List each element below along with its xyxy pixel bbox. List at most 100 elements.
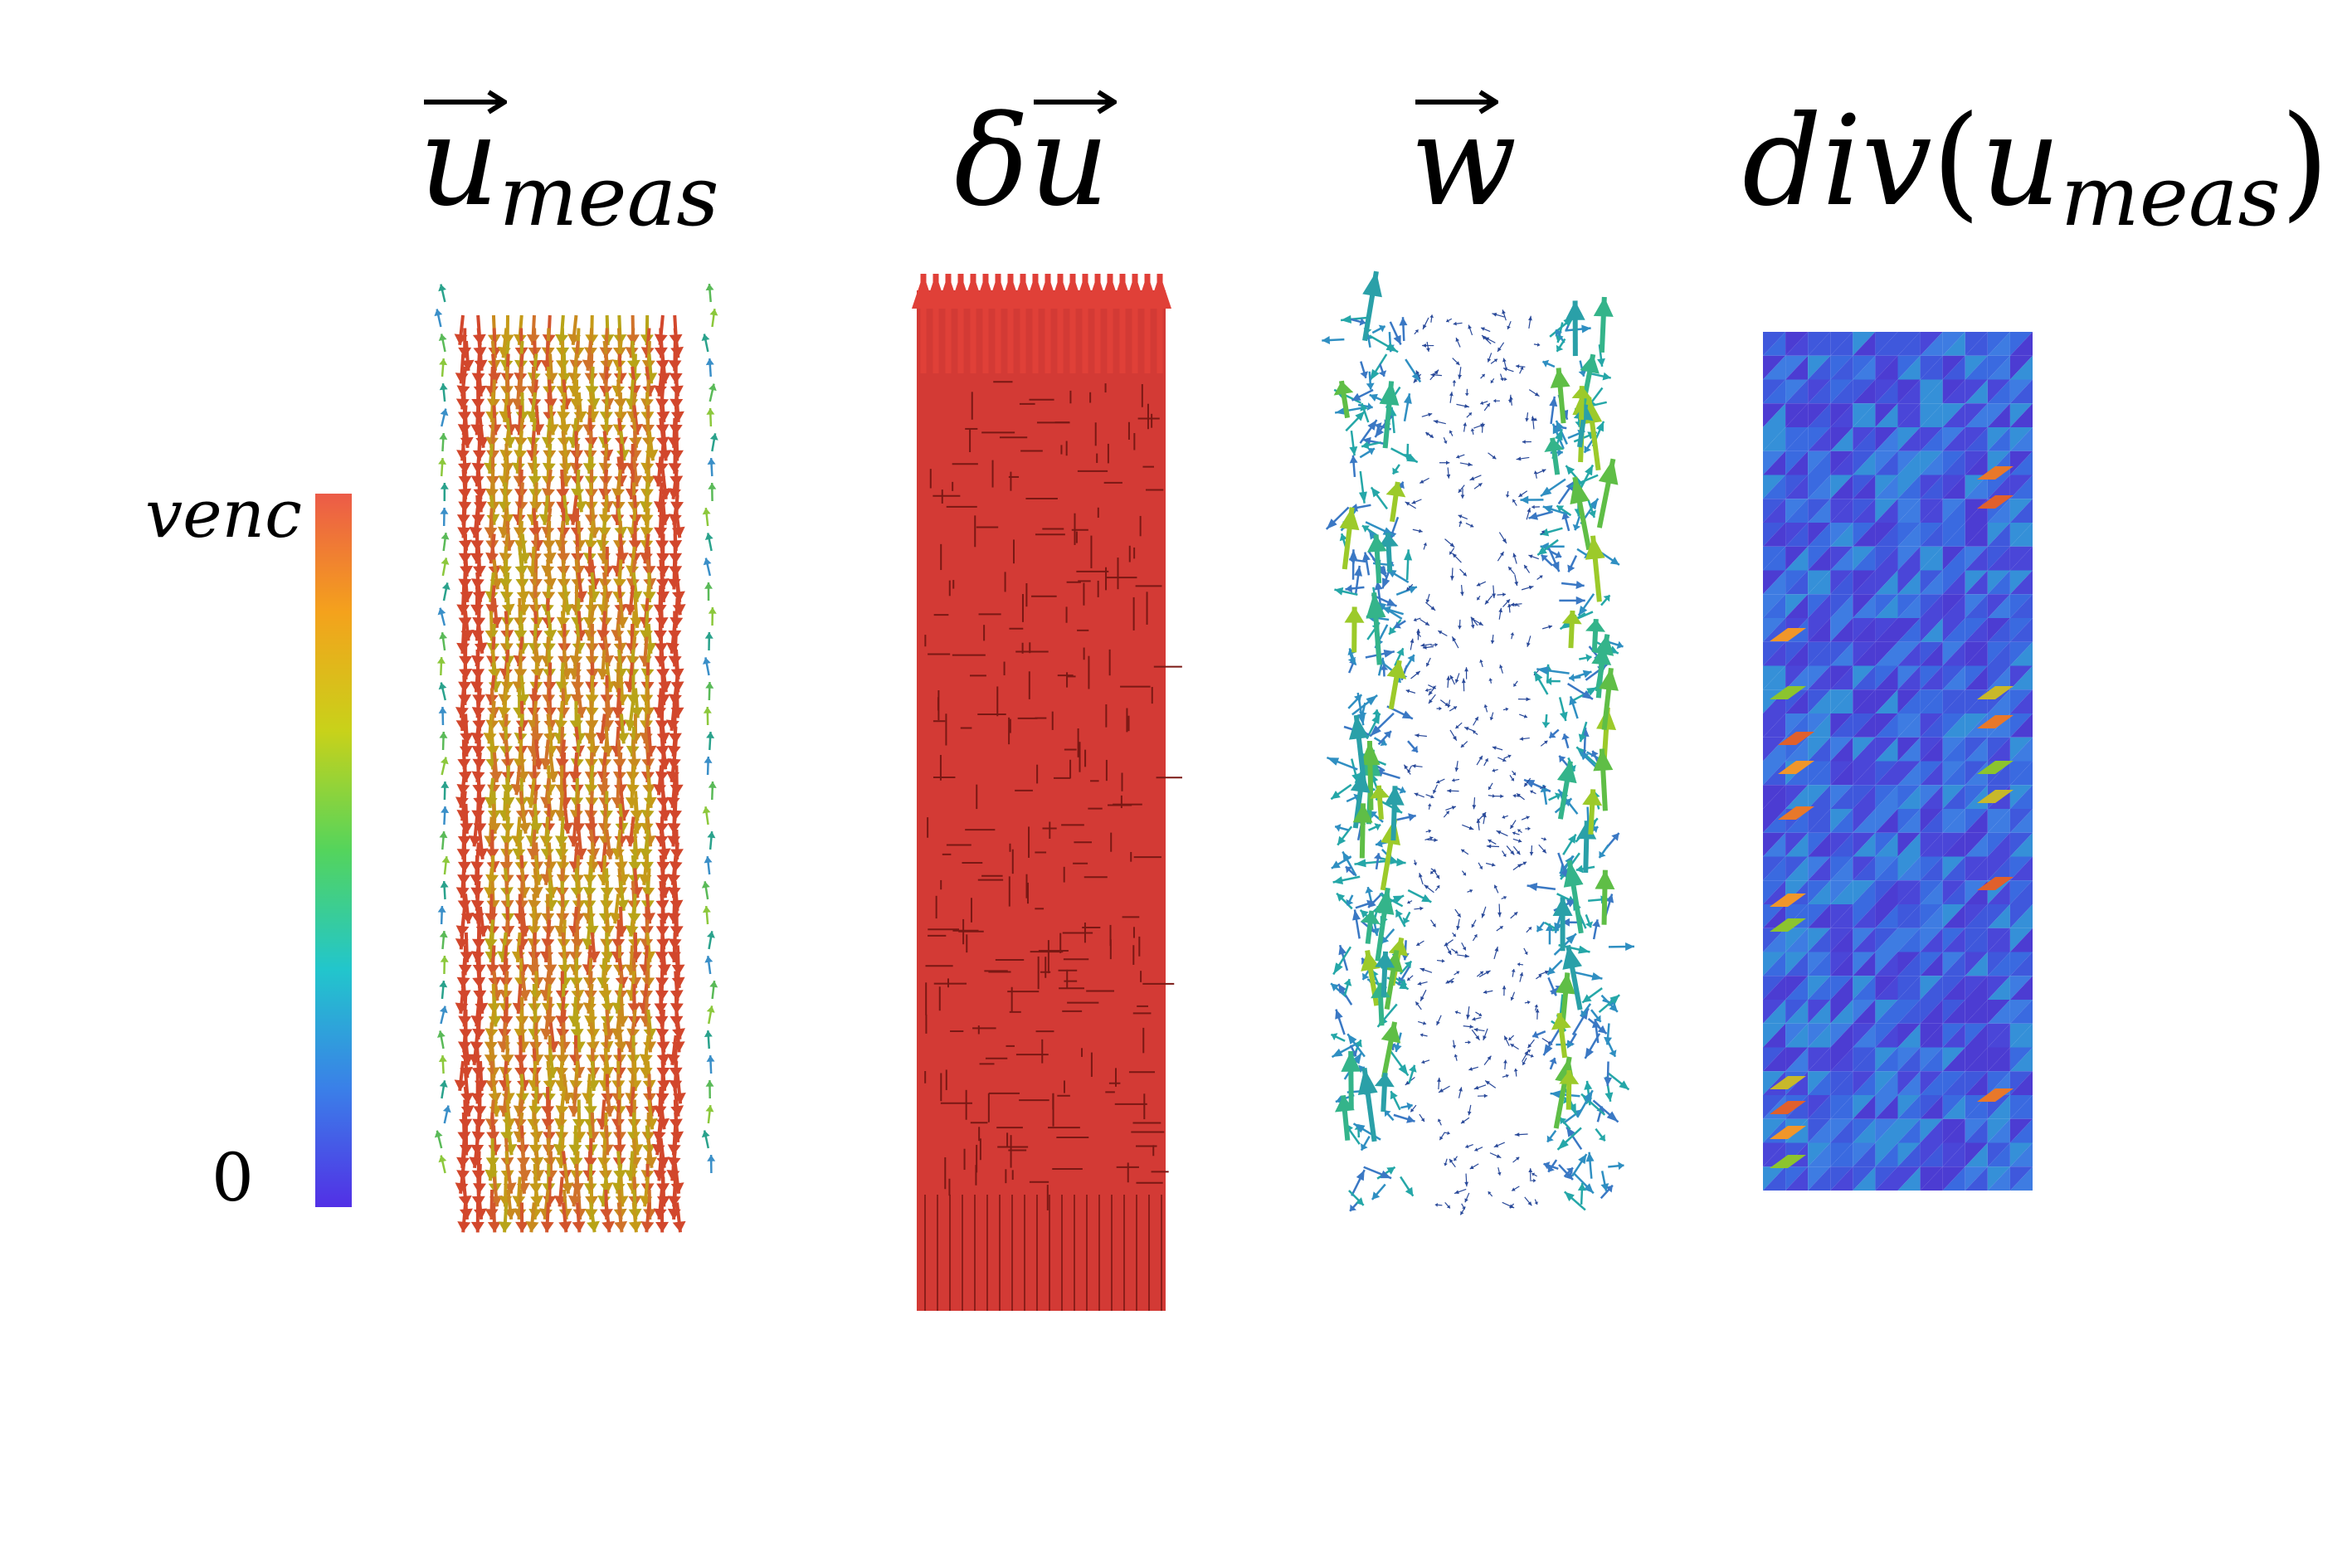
vector-arrow xyxy=(1433,784,1439,794)
vector-arrow xyxy=(1430,919,1437,928)
vector-arrow xyxy=(1148,274,1171,373)
vector-arrow xyxy=(1493,946,1499,960)
vector-arrow xyxy=(1425,431,1434,439)
vector-arrow xyxy=(1360,402,1370,423)
vector-arrow xyxy=(1421,412,1433,417)
mesh-cell xyxy=(1875,880,1898,904)
vector-arrow xyxy=(1512,499,1517,506)
mesh-cell xyxy=(1942,1047,1965,1072)
mesh-cell xyxy=(1830,427,1853,451)
vector-arrow xyxy=(1489,1152,1502,1159)
vector-arrow xyxy=(1458,520,1463,528)
mesh-cell xyxy=(1965,1118,1988,1143)
mesh-cell xyxy=(1763,403,1786,427)
vector-arrow xyxy=(1608,1161,1624,1171)
vector-arrow xyxy=(706,407,715,427)
mesh-cell xyxy=(1853,952,1876,976)
vector-arrow xyxy=(701,881,710,900)
vector-arrow xyxy=(1454,908,1462,918)
vector-arrow xyxy=(1549,1057,1557,1070)
vector-arrow xyxy=(1519,737,1530,741)
u-symbol: u xyxy=(419,90,499,234)
mesh-cell xyxy=(1830,641,1853,666)
mesh-cell xyxy=(1920,713,1943,738)
vector-arrow xyxy=(497,932,511,963)
mesh-cell xyxy=(1897,546,1921,571)
mesh-cell xyxy=(1830,546,1853,571)
mesh-cell xyxy=(1942,499,1965,523)
mesh-cell xyxy=(1920,450,1943,475)
mesh-cell xyxy=(1897,689,1921,713)
mesh-cell xyxy=(1942,1071,1965,1095)
vector-arrow xyxy=(1410,1104,1417,1113)
vector-arrow xyxy=(436,656,446,676)
vector-arrow xyxy=(1425,794,1434,799)
vector-arrow xyxy=(708,606,717,626)
vector-arrow xyxy=(1592,919,1600,940)
mesh-cell xyxy=(1965,785,1988,809)
vector-arrow xyxy=(704,956,713,975)
mesh-cell xyxy=(1853,332,1876,356)
mesh-cell xyxy=(1853,1142,1876,1167)
vector-arrow xyxy=(1427,838,1438,842)
vector-arrow xyxy=(1419,873,1424,885)
mesh-cell xyxy=(1920,570,1943,595)
mesh-cell xyxy=(1965,713,1988,738)
vector-arrow xyxy=(707,457,716,477)
vector-arrow xyxy=(701,334,710,353)
vector-arrow xyxy=(1422,645,1434,650)
vector-arrow xyxy=(1512,831,1520,835)
mesh-cell xyxy=(1853,880,1876,904)
mesh-cell xyxy=(1763,904,1786,928)
mesh-cell xyxy=(1875,1047,1898,1072)
vector-arrow xyxy=(543,1176,557,1207)
mesh-cell xyxy=(1942,1142,1965,1167)
vector-arrow xyxy=(498,456,512,487)
mesh-cell xyxy=(1785,880,1809,904)
title-delta-u: δ u xyxy=(954,90,1118,224)
vector-arrow xyxy=(1418,1020,1427,1025)
vector-arrow xyxy=(1458,514,1468,520)
mesh-cell xyxy=(1785,570,1809,595)
vector-arrow xyxy=(1519,366,1524,374)
mesh-cell xyxy=(1987,523,2010,547)
vector-arrow xyxy=(600,1125,614,1156)
mesh-cell xyxy=(1853,332,1876,356)
mesh-cell xyxy=(2009,1166,2033,1191)
mesh-cell xyxy=(1965,355,1988,380)
mesh-cell xyxy=(1785,665,1809,690)
vector-arrow xyxy=(1415,370,1421,380)
mesh-cell xyxy=(1763,1166,1786,1191)
mesh-cell xyxy=(1830,450,1853,475)
vector-arrow xyxy=(1400,1176,1415,1197)
vector-arrow xyxy=(1472,1016,1482,1021)
mesh-cell xyxy=(1763,523,1786,547)
mesh-cell xyxy=(1763,761,1786,786)
vector-arrow xyxy=(468,1035,482,1066)
mesh-cell xyxy=(1763,665,1786,690)
mesh-cell xyxy=(2009,976,2033,1000)
mesh-cell xyxy=(1830,546,1853,571)
vector-arrow xyxy=(1464,1192,1470,1203)
vector-arrow xyxy=(642,894,655,924)
mesh-cell xyxy=(1875,809,1898,833)
vector-arrow xyxy=(1436,706,1442,711)
vector-arrow xyxy=(1419,1113,1425,1122)
vector-arrow xyxy=(1465,1144,1473,1149)
mesh-cell xyxy=(1785,1000,1809,1024)
mesh-cell xyxy=(1830,737,1853,762)
mesh-cell xyxy=(1830,761,1853,786)
vector-arrow xyxy=(1332,946,1352,976)
mesh-cell xyxy=(1830,665,1853,690)
vector-arrow xyxy=(1464,388,1469,397)
vector-arrow xyxy=(1512,680,1518,687)
vector-arrow xyxy=(1393,1113,1415,1123)
vector-arrow xyxy=(1484,595,1493,605)
mesh-cell xyxy=(1942,952,1965,976)
vector-arrow xyxy=(1493,794,1504,799)
vector-arrow xyxy=(1349,714,1369,783)
vector-arrow xyxy=(1545,923,1554,945)
mesh-cell xyxy=(1853,523,1876,547)
mesh-cell xyxy=(1785,1047,1809,1072)
mesh-cell xyxy=(1942,880,1965,904)
